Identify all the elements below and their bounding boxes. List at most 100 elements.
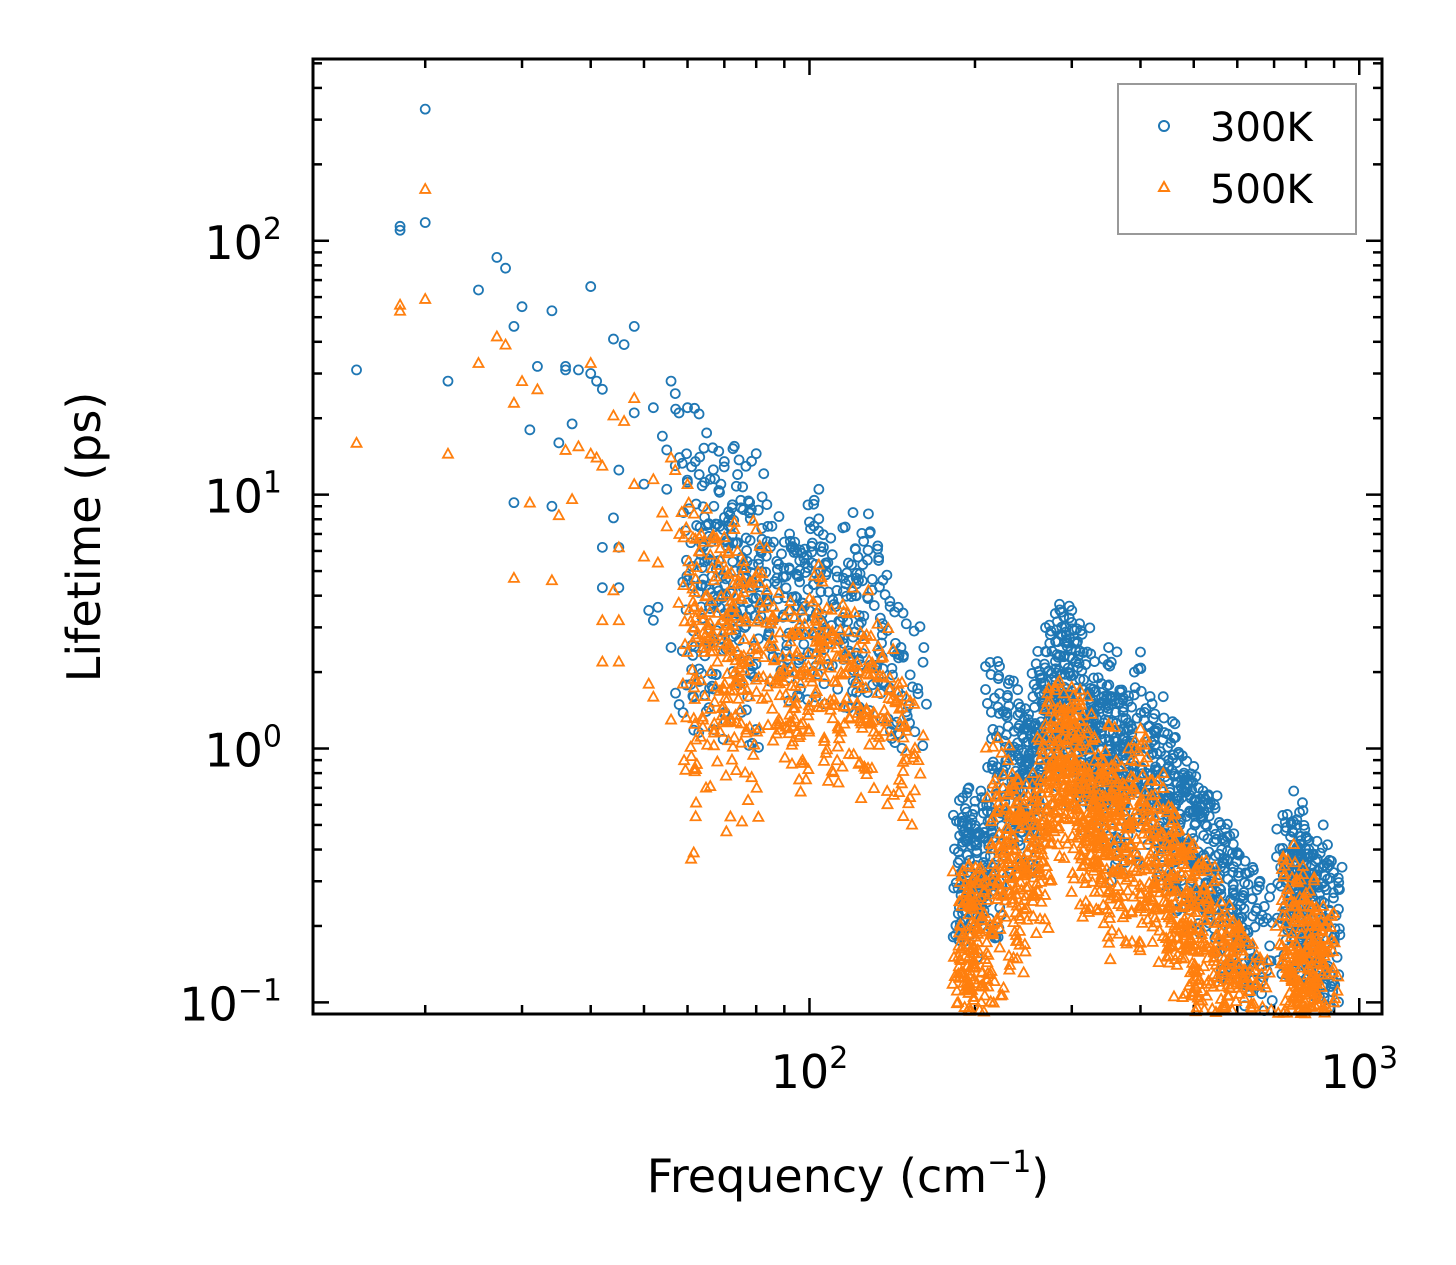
data-point-500K bbox=[853, 702, 867, 715]
data-point-300K bbox=[971, 839, 983, 851]
data-point-300K bbox=[850, 572, 862, 584]
data-point-300K bbox=[701, 427, 713, 439]
data-point-500K bbox=[1094, 859, 1108, 872]
data-point-500K bbox=[750, 569, 764, 582]
data-point-500K bbox=[737, 585, 751, 598]
data-point-500K bbox=[642, 676, 656, 689]
data-point-300K bbox=[1096, 678, 1108, 690]
data-point-300K bbox=[917, 740, 929, 752]
data-point-500K bbox=[1019, 901, 1034, 913]
data-point-500K bbox=[1133, 877, 1147, 890]
data-point-500K bbox=[1243, 963, 1257, 976]
data-point-500K bbox=[1076, 842, 1090, 855]
data-point-300K bbox=[967, 809, 978, 820]
data-point-500K bbox=[1210, 970, 1224, 982]
data-point-500K bbox=[1026, 766, 1040, 779]
data-point-500K bbox=[1041, 921, 1055, 933]
data-point-500K bbox=[1133, 943, 1147, 956]
data-point-500K bbox=[790, 648, 804, 661]
data-point-500K bbox=[682, 495, 696, 508]
data-point-500K bbox=[746, 513, 760, 526]
data-point-500K bbox=[1163, 929, 1177, 942]
data-point-300K bbox=[1073, 657, 1085, 669]
data-point-300K bbox=[733, 635, 745, 646]
data-point-500K bbox=[721, 623, 735, 636]
data-point-500K bbox=[752, 611, 766, 624]
data-point-500K bbox=[1195, 993, 1209, 1006]
data-point-300K bbox=[1194, 808, 1205, 820]
data-point-500K bbox=[545, 573, 559, 586]
data-point-500K bbox=[1148, 787, 1162, 799]
data-point-500K bbox=[696, 719, 710, 732]
data-point-500K bbox=[1149, 836, 1163, 848]
data-point-500K bbox=[1220, 908, 1234, 921]
data-point-500K bbox=[1055, 794, 1069, 807]
data-point-500K bbox=[978, 988, 992, 1001]
data-point-500K bbox=[490, 329, 504, 342]
data-point-500K bbox=[676, 578, 691, 591]
data-point-500K bbox=[1038, 822, 1052, 835]
data-point-300K bbox=[744, 534, 756, 546]
data-point-300K bbox=[802, 562, 814, 574]
data-point-300K bbox=[727, 443, 739, 455]
data-point-500K bbox=[1075, 848, 1089, 861]
data-point-500K bbox=[1073, 897, 1087, 910]
data-point-500K bbox=[393, 297, 407, 310]
data-point-500K bbox=[1327, 995, 1341, 1008]
data-point-500K bbox=[973, 924, 987, 937]
data-point-500K bbox=[865, 761, 879, 773]
data-point-500K bbox=[750, 780, 764, 793]
data-point-500K bbox=[1092, 771, 1106, 784]
data-point-300K bbox=[793, 571, 805, 582]
data-point-500K bbox=[968, 946, 982, 958]
data-point-500K bbox=[796, 715, 810, 728]
data-point-300K bbox=[884, 595, 896, 607]
data-point-300K bbox=[778, 536, 790, 548]
data-point-500K bbox=[953, 875, 967, 887]
data-point-300K bbox=[1126, 701, 1137, 713]
data-point-300K bbox=[1008, 675, 1019, 687]
data-point-500K bbox=[688, 692, 702, 704]
data-point-500K bbox=[1097, 754, 1111, 767]
data-point-300K bbox=[1178, 769, 1190, 781]
data-point-500K bbox=[967, 993, 981, 1005]
data-point-500K bbox=[704, 664, 718, 677]
data-point-300K bbox=[780, 582, 792, 594]
data-point-500K bbox=[720, 586, 734, 599]
data-point-500K bbox=[696, 712, 710, 725]
data-point-500K bbox=[760, 615, 774, 628]
data-point-500K bbox=[695, 607, 709, 619]
data-point-500K bbox=[756, 669, 770, 682]
data-point-500K bbox=[1103, 789, 1117, 802]
data-point-500K bbox=[880, 710, 894, 722]
data-point-300K bbox=[1150, 727, 1161, 739]
data-point-300K bbox=[813, 513, 825, 525]
data-point-500K bbox=[672, 527, 686, 539]
data-point-300K bbox=[1297, 797, 1308, 809]
data-point-500K bbox=[957, 983, 971, 996]
data-point-500K bbox=[1025, 887, 1039, 900]
data-point-500K bbox=[883, 683, 897, 695]
data-point-300K bbox=[694, 451, 706, 463]
data-point-300K bbox=[1080, 659, 1092, 670]
data-point-300K bbox=[1001, 707, 1013, 719]
data-point-500K bbox=[975, 913, 989, 926]
data-point-300K bbox=[752, 504, 764, 516]
data-point-500K bbox=[1176, 857, 1190, 869]
data-point-500K bbox=[695, 709, 709, 722]
data-point-500K bbox=[1061, 755, 1075, 768]
data-point-500K bbox=[686, 530, 700, 543]
data-point-500K bbox=[1103, 891, 1117, 904]
data-point-500K bbox=[864, 716, 878, 729]
data-point-500K bbox=[552, 508, 566, 521]
data-point-500K bbox=[798, 660, 812, 673]
data-point-500K bbox=[1321, 936, 1335, 948]
data-point-500K bbox=[1186, 937, 1200, 949]
data-point-300K bbox=[871, 662, 882, 674]
data-point-500K bbox=[1126, 770, 1140, 783]
data-point-300K bbox=[1310, 855, 1322, 867]
data-point-300K bbox=[904, 669, 916, 681]
data-point-500K bbox=[1295, 926, 1309, 939]
data-point-500K bbox=[707, 694, 722, 707]
data-point-500K bbox=[986, 739, 1000, 752]
